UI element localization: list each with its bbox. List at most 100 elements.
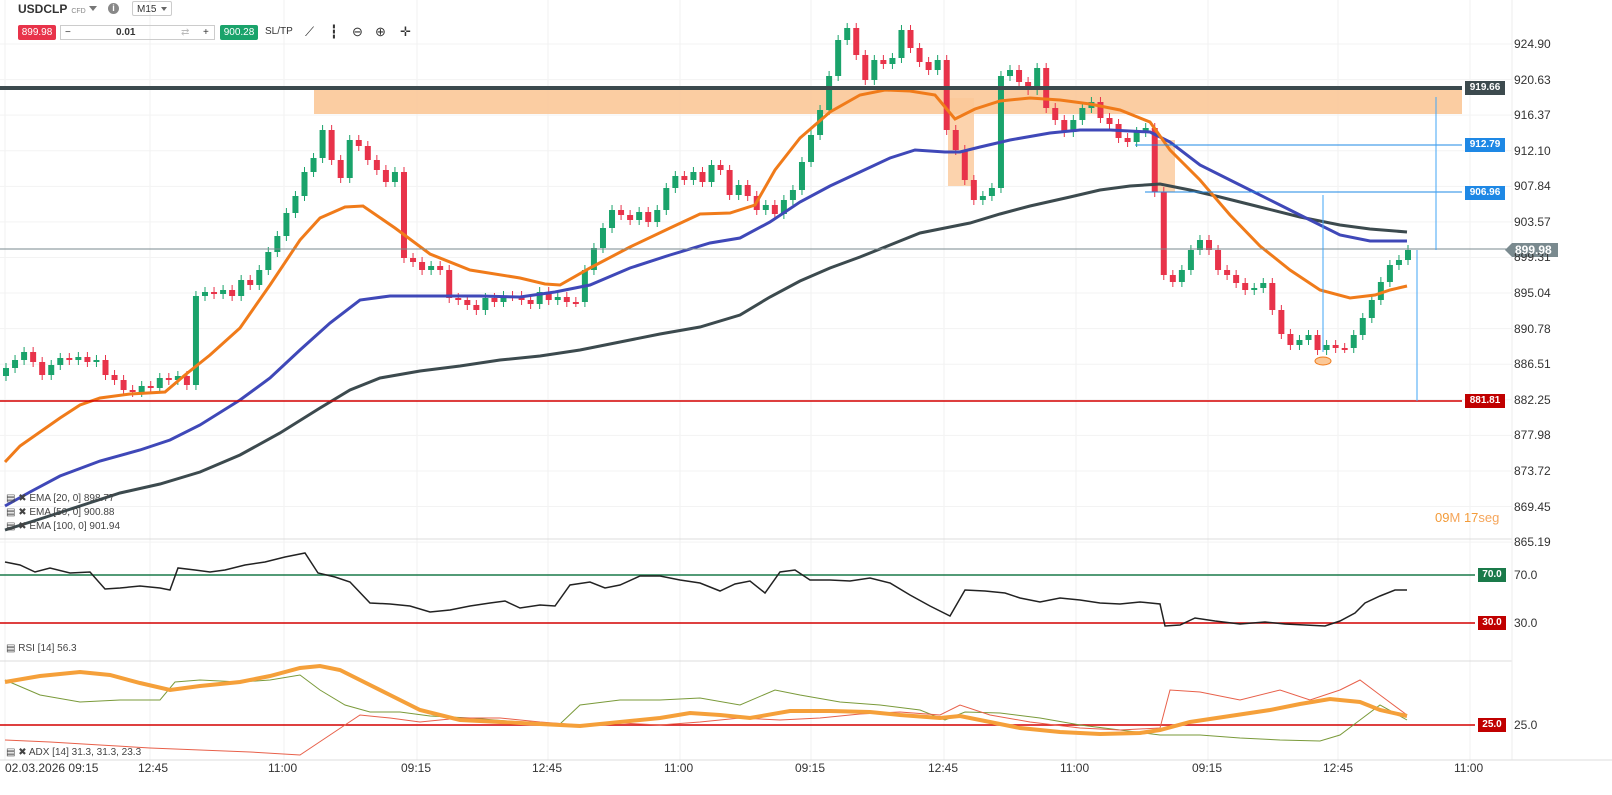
candle-body — [437, 266, 444, 270]
candle-body — [1233, 275, 1240, 283]
time-axis-label: 12:45 — [138, 761, 169, 775]
candle-body — [382, 170, 389, 182]
quantity-value[interactable]: 0.01 — [116, 27, 136, 38]
candle-body — [138, 386, 145, 392]
rsi-line — [4, 552, 1407, 627]
candle-body — [1359, 318, 1366, 335]
candle-body — [12, 360, 19, 368]
candle-body — [808, 135, 815, 162]
candle-body — [156, 378, 163, 388]
info-icon[interactable]: i — [108, 3, 119, 14]
candle-body — [1332, 345, 1339, 348]
candle-body — [346, 140, 353, 178]
candle-body — [735, 185, 742, 195]
legend-ema100[interactable]: ▤ ✖ EMA [100, 0] 901.94 — [6, 521, 120, 532]
price-axis-label: 903.57 — [1514, 214, 1551, 229]
candle-body — [554, 297, 561, 300]
candle-body — [1269, 283, 1276, 310]
candle-body — [1242, 283, 1249, 290]
candle-body — [1187, 250, 1194, 270]
candle-body — [355, 140, 362, 146]
candle-body — [30, 352, 37, 362]
candle-body — [1305, 335, 1312, 340]
crosshair-icon[interactable]: ✛ — [400, 24, 411, 39]
line-chart-icon[interactable]: ⟋ — [305, 24, 315, 39]
price-axis-label: 895.04 — [1514, 286, 1551, 301]
candle-body — [563, 297, 570, 302]
legend-ema50-text: EMA [50, 0] 900.88 — [29, 507, 115, 518]
symbol-label[interactable]: USDCLP CFD — [18, 2, 86, 16]
price-axis-label: 899.31 — [1514, 250, 1551, 265]
candle-body — [247, 280, 254, 285]
legend-ema100-text: EMA [100, 0] 901.94 — [29, 521, 121, 532]
candle-body — [1034, 68, 1041, 90]
adx-level-tag: 25.0 — [1478, 718, 1506, 732]
candle-body — [1142, 128, 1149, 132]
target2-price-tag: 906.96 — [1465, 186, 1505, 200]
price-axis-label: 916.37 — [1514, 108, 1551, 123]
candle-body — [238, 280, 245, 296]
candle-body — [934, 60, 941, 70]
candle-body — [292, 196, 299, 213]
candle-countdown: 09M 17seg — [1435, 510, 1499, 525]
rsi-upper-tag: 70.0 — [1478, 568, 1506, 582]
candle-body — [572, 302, 579, 304]
candle-body — [66, 358, 73, 360]
candle-body — [1377, 282, 1384, 300]
candlestick-icon[interactable]: ┇ — [330, 24, 338, 39]
timeframe-select[interactable]: M15 — [132, 1, 172, 16]
increase-button[interactable]: + — [203, 27, 209, 38]
decrease-button[interactable]: − — [65, 27, 71, 38]
low-marker — [1314, 356, 1332, 366]
time-axis-label: 12:45 — [1323, 761, 1354, 775]
legend-ema20[interactable]: ▤ ✖ EMA [20, 0] 898.77 — [6, 493, 114, 504]
candle-body — [627, 215, 634, 220]
candle-body — [391, 172, 398, 182]
symbol-type: CFD — [71, 8, 86, 15]
candle-body — [165, 378, 172, 380]
candle-body — [183, 376, 190, 385]
candle-body — [1251, 288, 1258, 290]
candle-body — [265, 252, 272, 270]
candle-body — [274, 236, 281, 252]
zoom-out-icon[interactable]: ⊖ — [352, 24, 363, 39]
timeframe-value: M15 — [137, 4, 157, 15]
candle-body — [1405, 250, 1411, 260]
candle-body — [464, 300, 471, 305]
candle-body — [699, 172, 706, 182]
legend-adx[interactable]: ▤ ✖ ADX [14] 31.3, 31.3, 23.3 — [6, 747, 141, 758]
buy-button[interactable]: 900.28 — [220, 25, 258, 40]
candle-body — [1178, 270, 1185, 282]
candle-body — [880, 60, 887, 64]
ema100-line — [4, 182, 1408, 532]
quantity-stepper[interactable]: − 0.01 ⇄ + — [60, 25, 215, 40]
candle-body — [111, 375, 118, 380]
rsi-axis-upper: 70.0 — [1514, 568, 1538, 582]
legend-ema100-icon: ▤ ✖ — [6, 521, 30, 532]
candle-body — [3, 368, 9, 376]
candle-body — [491, 298, 498, 302]
candle-body — [473, 305, 480, 310]
legend-ema20-icon: ▤ ✖ — [6, 493, 30, 504]
legend-rsi[interactable]: ▤ RSI [14] 56.3 — [6, 643, 77, 654]
candle-body — [645, 212, 652, 222]
candle-body — [609, 210, 616, 228]
candle-body — [1395, 260, 1402, 265]
candle-body — [102, 360, 109, 375]
reverse-icon[interactable]: ⇄ — [181, 27, 190, 38]
candle-body — [410, 258, 417, 262]
candle-body — [1007, 70, 1014, 76]
sltp-button[interactable]: SL/TP — [265, 26, 293, 37]
sell-button[interactable]: 899.98 — [18, 25, 56, 40]
time-axis-label: 11:00 — [1060, 761, 1090, 775]
price-axis-label: 912.10 — [1514, 143, 1551, 158]
zoom-in-icon[interactable]: ⊕ — [375, 24, 386, 39]
legend-ema50[interactable]: ▤ ✖ EMA [50, 0] 900.88 — [6, 507, 114, 518]
symbol-dropdown-icon[interactable] — [89, 6, 97, 11]
candle-body — [654, 210, 661, 222]
candle-body — [147, 386, 154, 388]
countdown-seconds: 17 — [1463, 510, 1479, 525]
candle-body — [301, 172, 308, 196]
candle-body — [455, 298, 462, 300]
